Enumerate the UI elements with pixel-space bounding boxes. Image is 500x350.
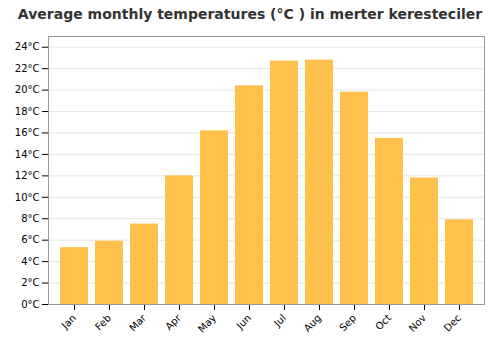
svg-text:4°C: 4°C [21, 256, 39, 267]
svg-text:10°C: 10°C [15, 192, 40, 203]
svg-text:Oct: Oct [373, 312, 393, 332]
svg-text:16°C: 16°C [15, 127, 40, 138]
svg-text:Sep: Sep [337, 312, 358, 333]
svg-text:6°C: 6°C [21, 234, 39, 245]
svg-text:May: May [196, 312, 218, 334]
html-text:Average monthly temperatures (: Average monthly temperatures (°C ) in me… [17, 6, 483, 22]
svg-text:Nov: Nov [407, 312, 429, 334]
svg-text:Jun: Jun [234, 312, 254, 332]
svg-text:0°C: 0°C [21, 299, 39, 310]
svg-text:14°C: 14°C [15, 149, 40, 160]
svg-text:Feb: Feb [93, 312, 113, 332]
svg-text:12°C: 12°C [15, 170, 40, 181]
svg-text:22°C: 22°C [15, 63, 40, 74]
svg-text:2°C: 2°C [21, 277, 39, 288]
svg-text:Apr: Apr [163, 312, 184, 333]
svg-text:18°C: 18°C [15, 106, 40, 117]
svg-text:8°C: 8°C [21, 213, 39, 224]
svg-text:Jan: Jan [59, 312, 78, 331]
svg-text:Dec: Dec [442, 312, 463, 333]
svg-text:Aug: Aug [302, 312, 324, 334]
svg-text:20°C: 20°C [15, 84, 40, 95]
svg-text:Mar: Mar [127, 312, 149, 334]
svg-text:24°C: 24°C [15, 41, 40, 52]
svg-text:Jul: Jul [271, 312, 288, 329]
